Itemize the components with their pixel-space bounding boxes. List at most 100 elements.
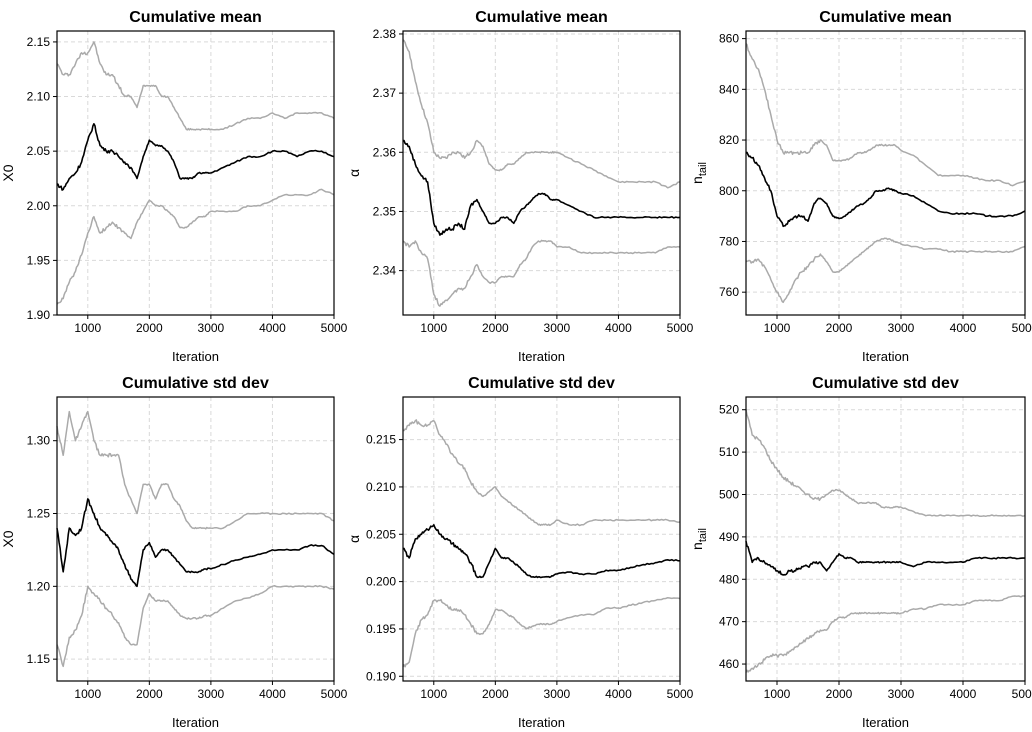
x-axis-label: Iteration: [172, 349, 219, 364]
series-line-lower: [745, 237, 1026, 304]
y-axis-label: X0: [0, 530, 16, 547]
y-tick-label: 1.20: [27, 579, 51, 593]
chart-panel-5: 1000 2000 3000 4000 5000 0.190 0.195 0.200 0.205…: [346, 375, 694, 730]
y-axis-label-main: X0: [0, 164, 16, 181]
x-tick-label: 3000: [198, 321, 225, 335]
plot-frame: [745, 30, 1026, 316]
x-tick-label: 1000: [764, 321, 791, 335]
series-line-lower: [56, 584, 335, 668]
series-line-lower: [745, 595, 1026, 673]
plot-frame: [56, 30, 335, 316]
y-tick-label: 480: [719, 572, 739, 586]
y-tick-label: 1.25: [27, 507, 51, 521]
x-tick-label: 1000: [420, 687, 447, 701]
y-tick-label: 2.38: [373, 27, 397, 41]
chart-panel-3: 1000 2000 3000 4000 5000 760 780 800 820 840 860 Cu…: [689, 9, 1032, 364]
x-tick-label: 5000: [321, 687, 348, 701]
y-tick-label: 2.05: [27, 144, 51, 158]
y-tick-label: 1.30: [27, 434, 51, 448]
y-tick-label: 0.205: [366, 527, 396, 541]
chart-panel-2: 1000 2000 3000 4000 5000 2.34 2.35 2.36 2.37 2.38…: [346, 9, 694, 364]
series-line-lower: [56, 188, 335, 305]
series-line-upper: [56, 41, 335, 131]
series-line-upper: [745, 409, 1026, 518]
y-tick-label: 0.195: [366, 622, 396, 636]
series-line-mean: [402, 524, 681, 579]
y-axis-label: X0: [0, 164, 16, 181]
plot-frame: [402, 396, 681, 682]
x-axis-label: Iteration: [862, 715, 909, 730]
y-axis-label-main: X0: [0, 530, 16, 547]
y-tick-label: 760: [719, 285, 739, 299]
y-tick-label: 510: [719, 445, 739, 459]
y-tick-label: 0.190: [366, 669, 396, 683]
panel-title: Cumulative std dev: [812, 375, 959, 392]
y-tick-label: 0.215: [366, 433, 396, 447]
chart-panel-4: 1000 2000 3000 4000 5000 1.15 1.20 1.25 1.30 Cumu…: [0, 375, 348, 730]
y-axis-label: α: [346, 535, 362, 543]
series-line-mean: [745, 151, 1026, 228]
y-axis-label: ntail: [689, 528, 709, 550]
y-tick-label: 2.37: [373, 86, 397, 100]
y-tick-label: 470: [719, 615, 739, 629]
plot-frame: [745, 396, 1026, 682]
y-tick-label: 2.00: [27, 199, 51, 213]
x-tick-label: 4000: [259, 687, 286, 701]
x-tick-label: 1000: [74, 687, 101, 701]
x-tick-label: 5000: [1012, 321, 1032, 335]
y-tick-label: 2.34: [373, 264, 397, 278]
series-line-upper: [402, 39, 681, 189]
x-tick-label: 4000: [605, 321, 632, 335]
x-tick-label: 4000: [950, 687, 977, 701]
y-axis-label: ntail: [689, 162, 709, 184]
panel-title: Cumulative std dev: [468, 375, 615, 392]
y-tick-label: 820: [719, 133, 739, 147]
x-tick-label: 5000: [667, 687, 694, 701]
x-tick-label: 3000: [198, 687, 225, 701]
x-axis-label: Iteration: [518, 349, 565, 364]
x-tick-label: 2000: [826, 321, 853, 335]
x-axis-label: Iteration: [518, 715, 565, 730]
y-tick-label: 1.95: [27, 253, 51, 267]
x-tick-label: 2000: [482, 321, 509, 335]
y-tick-label: 2.15: [27, 35, 51, 49]
x-tick-label: 2000: [136, 321, 163, 335]
series-line-upper: [402, 419, 681, 527]
panel-title: Cumulative std dev: [122, 375, 269, 392]
series-line-lower: [402, 596, 681, 668]
y-tick-label: 860: [719, 32, 739, 46]
y-tick-label: 1.15: [27, 652, 51, 666]
series-line-lower: [402, 239, 681, 307]
x-tick-label: 4000: [605, 687, 632, 701]
series-line-mean: [745, 540, 1025, 576]
x-axis-label: Iteration: [172, 715, 219, 730]
x-tick-label: 2000: [482, 687, 509, 701]
y-tick-label: 460: [719, 657, 739, 671]
y-tick-label: 800: [719, 184, 739, 198]
x-axis-label: Iteration: [862, 349, 909, 364]
y-axis-label-main: n: [689, 176, 705, 184]
panel-title: Cumulative mean: [475, 9, 607, 26]
x-tick-label: 2000: [136, 687, 163, 701]
y-axis-label-subscript: tail: [697, 528, 709, 542]
y-tick-label: 500: [719, 487, 739, 501]
y-tick-label: 490: [719, 530, 739, 544]
x-tick-label: 5000: [321, 321, 348, 335]
series-line-mean: [402, 139, 681, 236]
y-axis-label-subscript: tail: [697, 162, 709, 176]
x-tick-label: 1000: [74, 321, 101, 335]
panel-title: Cumulative mean: [129, 9, 261, 26]
x-tick-label: 3000: [544, 321, 571, 335]
y-tick-label: 0.200: [366, 575, 396, 589]
plot-frame: [402, 30, 681, 316]
x-tick-label: 4000: [259, 321, 286, 335]
panel-title: Cumulative mean: [819, 9, 951, 26]
x-tick-label: 3000: [888, 321, 915, 335]
x-tick-label: 3000: [888, 687, 915, 701]
chart-panel-1: 1000 2000 3000 4000 5000 1.90 1.95 2.00 2.05 2.10…: [0, 9, 348, 364]
y-axis-label-main: n: [689, 542, 705, 550]
y-axis-label: α: [346, 169, 362, 177]
y-tick-label: 840: [719, 82, 739, 96]
x-tick-label: 5000: [667, 321, 694, 335]
